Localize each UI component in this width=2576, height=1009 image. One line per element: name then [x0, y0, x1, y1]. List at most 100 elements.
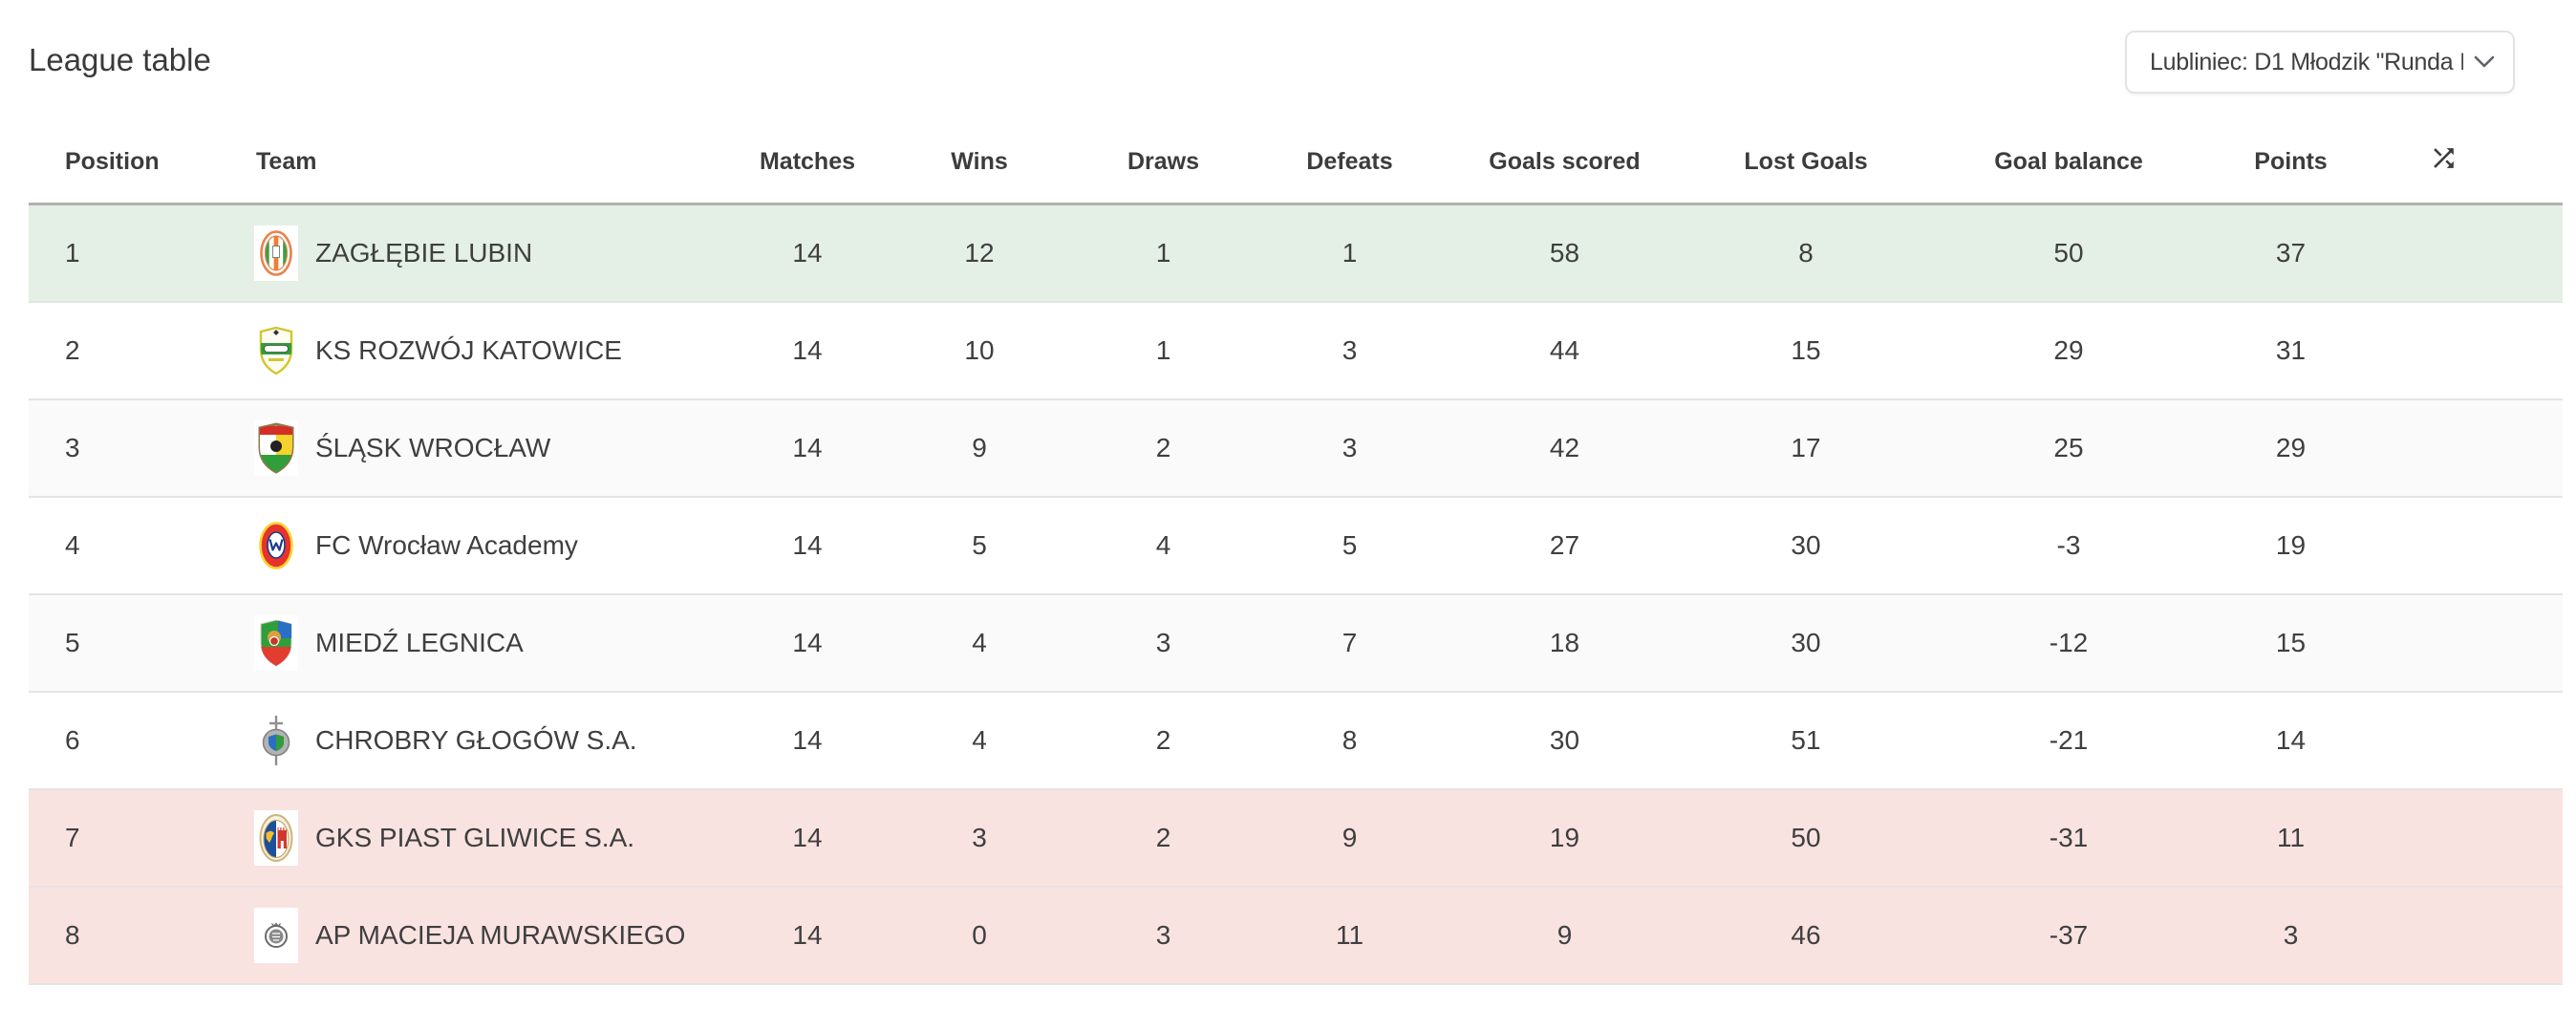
goals-scored-cell: 42 — [1549, 433, 1580, 462]
position-cell: 6 — [65, 725, 80, 755]
piast-gliwice-crest — [254, 810, 298, 866]
column-header-team: Team — [256, 147, 317, 175]
defeats-cell: 3 — [1342, 335, 1358, 365]
team-name: ŚLĄSK WROCŁAW — [315, 433, 551, 462]
league-select-dropdown[interactable]: Lubliniec: D1 Młodzik "Runda I — [2125, 31, 2515, 94]
wins-cell: 0 — [972, 920, 987, 950]
goals-scored-cell: 27 — [1549, 530, 1580, 560]
points-cell: 15 — [2275, 628, 2307, 657]
points-cell: 31 — [2275, 335, 2307, 365]
team-name: ZAGŁĘBIE LUBIN — [315, 238, 533, 268]
position-cell: 7 — [65, 823, 80, 852]
draws-cell: 3 — [1155, 920, 1171, 950]
matches-cell: 14 — [792, 920, 823, 950]
chevron-down-icon — [2473, 54, 2496, 70]
table-row: 7 GKS PIAST GLIWICE S.A. 14 3 2 9 19 50 … — [29, 790, 2563, 888]
goals-scored-cell: 58 — [1549, 238, 1580, 268]
matches-cell: 14 — [792, 628, 823, 657]
column-header-lost-goals: Lost Goals — [1744, 147, 1868, 175]
lost-goals-cell: 30 — [1791, 530, 1821, 560]
matches-cell: 14 — [792, 823, 823, 852]
lost-goals-cell: 17 — [1791, 433, 1821, 462]
goal-balance-cell: -12 — [2049, 628, 2089, 657]
column-header-draws: Draws — [1127, 147, 1200, 175]
column-header-defeats: Defeats — [1306, 147, 1393, 175]
points-cell: 19 — [2275, 530, 2307, 560]
team-cell[interactable]: CHROBRY GŁOGÓW S.A. — [220, 713, 731, 768]
team-cell[interactable]: FC Wrocław Academy — [220, 518, 731, 573]
page-title: League table — [29, 42, 211, 77]
wins-cell: 5 — [972, 530, 987, 560]
table-body: 1 ZAGŁĘBIE LUBIN 14 12 1 1 58 8 50 37 2 … — [29, 205, 2563, 985]
defeats-cell: 7 — [1342, 628, 1358, 657]
goal-balance-cell: 29 — [2053, 335, 2084, 365]
draws-cell: 2 — [1155, 725, 1171, 755]
lost-goals-cell: 46 — [1791, 920, 1821, 950]
wins-cell: 9 — [972, 433, 987, 462]
team-cell[interactable]: MIEDŹ LEGNICA — [220, 615, 731, 671]
fc-wroclaw-academy-crest — [254, 518, 298, 573]
goal-balance-cell: -3 — [2056, 530, 2081, 560]
zaglebie-lubin-crest — [254, 225, 298, 281]
matches-cell: 14 — [792, 530, 823, 560]
column-header-wins: Wins — [951, 147, 1008, 175]
table-row: 1 ZAGŁĘBIE LUBIN 14 12 1 1 58 8 50 37 — [29, 205, 2563, 303]
team-name: CHROBRY GŁOGÓW S.A. — [315, 725, 637, 755]
team-cell[interactable]: ŚLĄSK WROCŁAW — [220, 420, 731, 476]
matches-cell: 14 — [792, 725, 823, 755]
goal-balance-cell: -31 — [2049, 823, 2089, 852]
goals-scored-cell: 30 — [1549, 725, 1580, 755]
team-cell[interactable]: ZAGŁĘBIE LUBIN — [220, 225, 731, 281]
team-cell[interactable]: KS ROZWÓJ KATOWICE — [220, 323, 731, 378]
lost-goals-cell: 50 — [1791, 823, 1821, 852]
team-cell[interactable]: AP MACIEJA MURAWSKIEGO — [220, 908, 731, 963]
ap-macieja-murawskiego-crest — [254, 908, 298, 963]
goal-balance-cell: -37 — [2049, 920, 2089, 950]
draws-cell: 3 — [1155, 628, 1171, 657]
position-cell: 8 — [65, 920, 80, 950]
chrobry-glogow-crest — [254, 713, 298, 768]
team-name: AP MACIEJA MURAWSKIEGO — [315, 920, 686, 950]
slask-wroclaw-crest — [254, 420, 298, 476]
column-header-position: Position — [65, 147, 160, 175]
team-name: GKS PIAST GLIWICE S.A. — [315, 823, 635, 852]
rozwoj-katowice-crest — [254, 323, 298, 378]
goals-scored-cell: 19 — [1549, 823, 1580, 852]
draws-cell: 1 — [1155, 335, 1171, 365]
column-header-goals-scored: Goals scored — [1489, 147, 1641, 175]
shuffle-sort-button[interactable] — [2374, 143, 2513, 180]
column-header-goal-balance: Goal balance — [1994, 147, 2143, 175]
matches-cell: 14 — [792, 335, 823, 365]
league-table: Position Team Matches Wins Draws Defeats… — [29, 120, 2563, 985]
lost-goals-cell: 51 — [1791, 725, 1821, 755]
defeats-cell: 9 — [1342, 823, 1358, 852]
position-cell: 1 — [65, 238, 80, 268]
wins-cell: 12 — [964, 238, 995, 268]
position-cell: 2 — [65, 335, 80, 365]
wins-cell: 3 — [972, 823, 987, 852]
position-cell: 3 — [65, 433, 80, 462]
table-row: 6 CHROBRY GŁOGÓW S.A. 14 4 2 8 30 51 -21… — [29, 693, 2563, 790]
defeats-cell: 11 — [1335, 920, 1364, 950]
lost-goals-cell: 30 — [1791, 628, 1821, 657]
defeats-cell: 1 — [1342, 238, 1358, 268]
table-row: 5 MIEDŹ LEGNICA 14 4 3 7 18 30 -12 15 — [29, 595, 2563, 693]
position-cell: 4 — [65, 530, 80, 560]
position-cell: 5 — [65, 628, 80, 657]
goal-balance-cell: 50 — [2053, 238, 2084, 268]
goal-balance-cell: 25 — [2053, 433, 2084, 462]
points-cell: 14 — [2275, 725, 2307, 755]
goals-scored-cell: 18 — [1549, 628, 1580, 657]
table-row: 3 ŚLĄSK WROCŁAW 14 9 2 3 42 17 25 29 — [29, 400, 2563, 498]
league-select-value: Lubliniec: D1 Młodzik "Runda I — [2150, 48, 2463, 75]
matches-cell: 14 — [792, 238, 823, 268]
points-cell: 37 — [2275, 238, 2307, 268]
table-header-row: Position Team Matches Wins Draws Defeats… — [29, 120, 2563, 205]
team-name: MIEDŹ LEGNICA — [315, 628, 524, 657]
team-name: KS ROZWÓJ KATOWICE — [315, 335, 622, 365]
goal-balance-cell: -21 — [2049, 725, 2089, 755]
points-cell: 3 — [2283, 920, 2299, 950]
team-cell[interactable]: GKS PIAST GLIWICE S.A. — [220, 810, 731, 866]
topbar: League table Lubliniec: D1 Młodzik "Rund… — [0, 0, 2576, 120]
